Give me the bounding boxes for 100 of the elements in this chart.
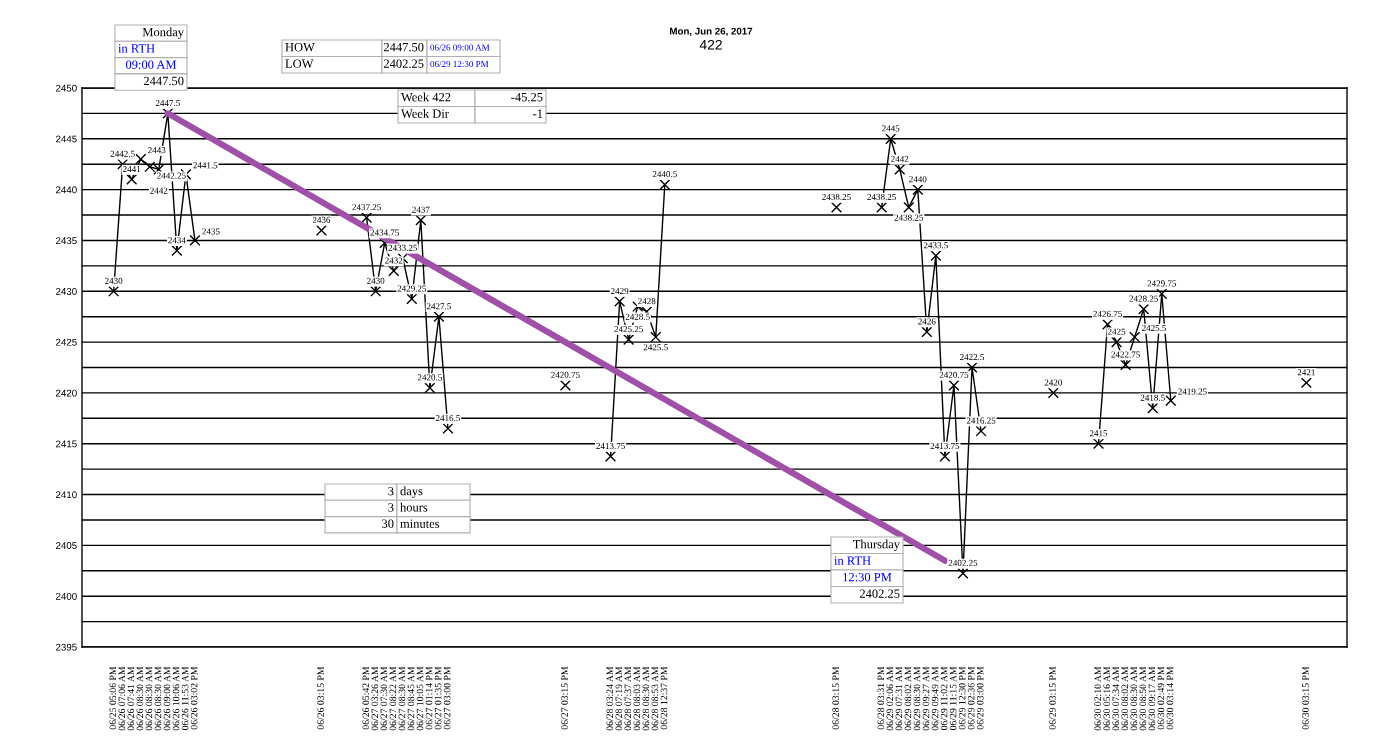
x-tick-label: 06/30 03:15 PM bbox=[1302, 666, 1309, 730]
point bbox=[912, 184, 924, 196]
point bbox=[189, 234, 201, 247]
text: LOW bbox=[285, 59, 314, 68]
data-label: 2418.5 bbox=[1140, 394, 1165, 401]
x-tick-label: 06/26 11:53 AM bbox=[181, 666, 189, 730]
x-tick-label: 06/26 08:30 AM bbox=[145, 666, 153, 731]
text: 06/26 09:00 AM bbox=[430, 44, 490, 51]
point bbox=[1092, 438, 1105, 450]
x-tick-label: 06/29 11:15 AM bbox=[949, 666, 957, 730]
x-tick-label: 06/29 12:30 PM bbox=[958, 666, 966, 730]
x-tick-label: 06/26 07:41 AM bbox=[127, 666, 135, 731]
point bbox=[1129, 331, 1141, 343]
data-label: 2426.75 bbox=[1093, 310, 1122, 317]
point bbox=[442, 422, 454, 435]
data-label: 2430 bbox=[104, 277, 123, 284]
x-tick-label: 06/29 11:02 AM bbox=[940, 666, 948, 730]
x-tick-label: 06/26 08:30 AM bbox=[136, 666, 144, 731]
point bbox=[975, 425, 987, 437]
point bbox=[614, 295, 626, 307]
x-tick-label: 06/26 03:15 PM bbox=[317, 666, 324, 730]
point bbox=[903, 201, 915, 213]
x-tick-label: 06/27 01:35 PM bbox=[434, 666, 442, 730]
x-tick-label: 06/28 12:37 PM bbox=[660, 666, 668, 730]
annotation: minutes bbox=[400, 519, 440, 528]
y-tick-label: 2395 bbox=[56, 643, 77, 651]
text: HOW bbox=[285, 42, 315, 52]
data-label: 2429.25 bbox=[397, 285, 427, 292]
data-label: 2413.75 bbox=[596, 442, 625, 450]
x-tick-label: 06/26 09:00 AM bbox=[163, 666, 171, 731]
x-tick-label: 06/30 08:50 AM bbox=[1139, 666, 1147, 731]
x-tick-label: 06/28 08:03 AM bbox=[633, 666, 641, 731]
data-label: 2421 bbox=[1297, 369, 1315, 376]
x-tick-label: 06/29 03:00 PM bbox=[976, 666, 984, 730]
point bbox=[126, 173, 138, 186]
point bbox=[1111, 336, 1123, 348]
point bbox=[605, 450, 617, 462]
point bbox=[921, 326, 933, 338]
data-label: 2416.5 bbox=[435, 415, 461, 422]
data-label: 2447.5 bbox=[155, 99, 180, 107]
data-label: 2437.25 bbox=[352, 204, 381, 211]
data-label: 2442 bbox=[150, 187, 168, 194]
x-tick-label: 06/28 08:30 AM bbox=[642, 666, 650, 731]
x-tick-label: 06/29 02:06 AM bbox=[886, 666, 894, 731]
data-label: 2428 bbox=[638, 298, 656, 305]
x-tick-label: 06/28 03:15 PM bbox=[832, 666, 839, 730]
annotation: in RTH bbox=[834, 556, 871, 565]
annotation: 3 bbox=[388, 486, 394, 496]
text: 2402.25 bbox=[383, 59, 424, 68]
point bbox=[171, 245, 183, 257]
y-tick-label: 2440 bbox=[56, 186, 77, 194]
data-label: 2442.5 bbox=[110, 150, 135, 157]
data-label: 2440.5 bbox=[652, 171, 677, 178]
annotation: 3 bbox=[388, 503, 394, 512]
x-tick-label: 06/27 03:00 PM bbox=[443, 666, 451, 730]
x-tick-label: 06/30 08:30 AM bbox=[1130, 666, 1138, 731]
x-tick-label: 06/28 03:31 PM bbox=[877, 666, 885, 730]
data-label: 2436 bbox=[312, 216, 331, 223]
point bbox=[1120, 359, 1132, 371]
data-label: 2433.25 bbox=[388, 244, 418, 251]
annotation: hours bbox=[400, 502, 428, 512]
annotation: Week Dir bbox=[401, 109, 449, 118]
point bbox=[388, 265, 400, 277]
data-label: 2442 bbox=[891, 155, 909, 162]
data-label: 2426 bbox=[918, 318, 936, 325]
point bbox=[1138, 303, 1150, 315]
x-tick-label: 06/26 05:42 PM bbox=[362, 666, 370, 730]
y-tick-label: 2420 bbox=[56, 389, 77, 397]
data-label: 2435 bbox=[202, 228, 220, 235]
annotation: -1 bbox=[533, 109, 543, 118]
point bbox=[930, 250, 942, 262]
point bbox=[876, 201, 888, 213]
point bbox=[424, 382, 436, 394]
x-tick-label: 06/27 07:30 AM bbox=[380, 666, 388, 731]
data-label: 2413.75 bbox=[930, 442, 960, 450]
data-label: 2432 bbox=[385, 257, 403, 264]
data-label: 2438.25 bbox=[822, 193, 851, 201]
data-label: 2420.75 bbox=[551, 371, 580, 378]
point bbox=[1165, 394, 1177, 407]
data-label: 2425.5 bbox=[643, 344, 668, 351]
data-label: 2441.5 bbox=[193, 162, 218, 169]
data-label: 2430 bbox=[367, 277, 385, 284]
point bbox=[966, 361, 978, 374]
x-tick-label: 06/29 03:15 PM bbox=[1049, 666, 1056, 730]
annotation: days bbox=[400, 486, 423, 498]
y-tick-label: 2425 bbox=[56, 338, 77, 346]
data-label: 2419.25 bbox=[1178, 388, 1207, 395]
data-label: 2440 bbox=[909, 176, 927, 183]
annotation: Week 422 bbox=[401, 92, 451, 102]
data-label: 2422.75 bbox=[1111, 351, 1140, 358]
point bbox=[830, 201, 843, 213]
point bbox=[1300, 377, 1312, 389]
x-tick-label: 06/30 02:49 PM bbox=[1157, 666, 1165, 730]
y-tick-label: 2430 bbox=[56, 288, 77, 295]
point bbox=[623, 333, 635, 346]
x-tick-label: 06/29 08:02 AM bbox=[904, 666, 912, 731]
data-label: 2428.25 bbox=[1129, 295, 1159, 302]
x-tick-label: 06/30 05:16 AM bbox=[1103, 666, 1111, 731]
point bbox=[948, 379, 960, 391]
data-label: 2445 bbox=[882, 125, 900, 132]
